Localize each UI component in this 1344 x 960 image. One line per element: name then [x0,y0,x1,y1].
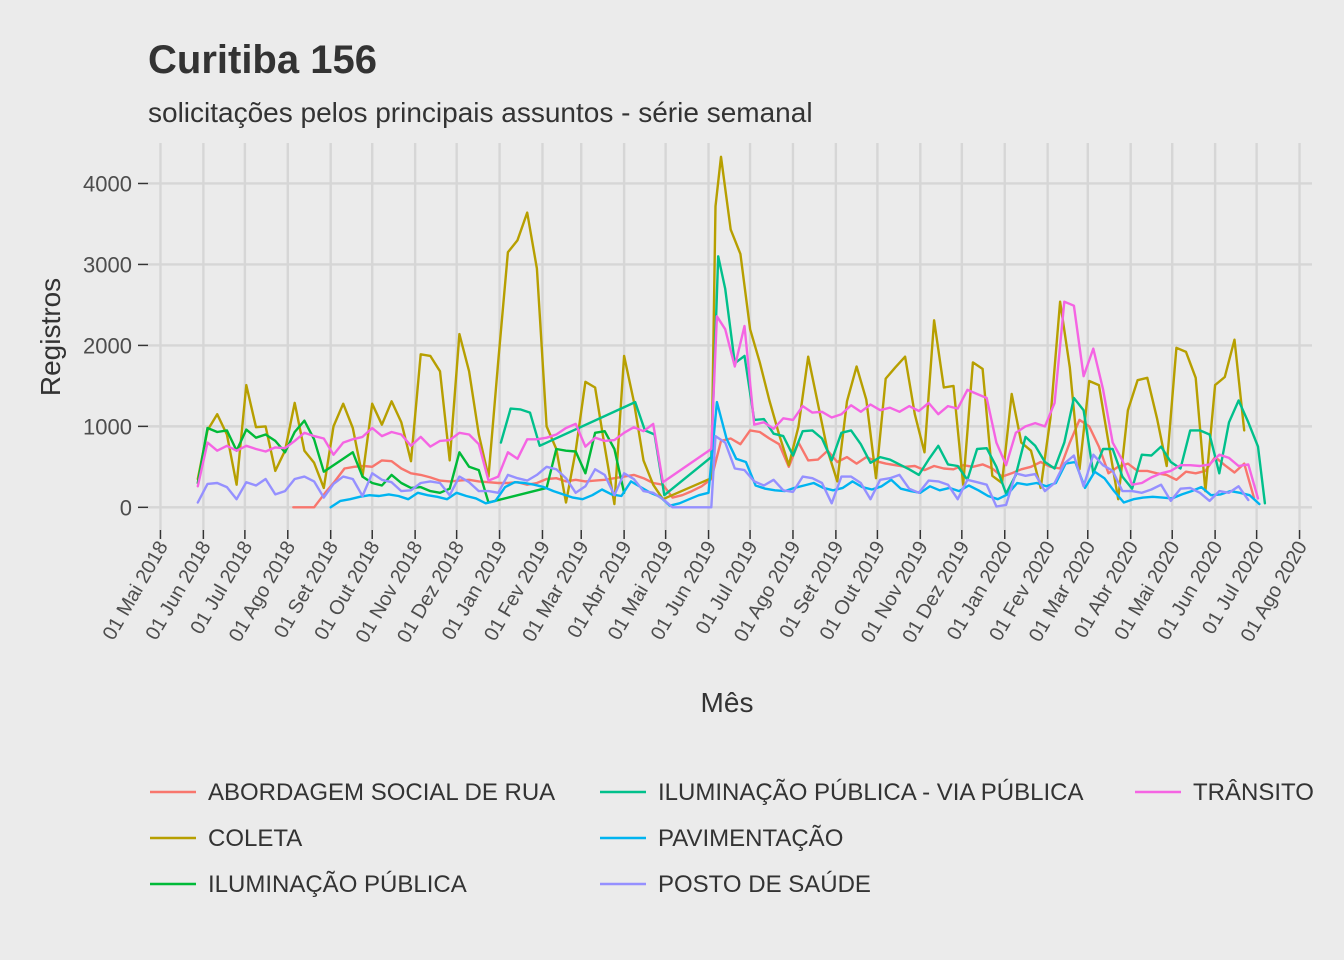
legend-item: ILUMINAÇÃO PÚBLICA - VIA PÚBLICA [600,779,1083,806]
legend-label: ABORDAGEM SOCIAL DE RUA [208,779,555,806]
legend-label: TRÂNSITO [1193,779,1314,806]
legend-label: ILUMINAÇÃO PÚBLICA [208,871,467,898]
legend-label: COLETA [208,825,302,852]
legend-item: COLETA [150,825,302,852]
chart-subtitle: solicitações pelos principais assuntos -… [148,97,813,128]
legend-label: ILUMINAÇÃO PÚBLICA - VIA PÚBLICA [658,779,1083,806]
y-tick-label: 3000 [83,252,132,277]
legend-item: TRÂNSITO [1135,779,1314,806]
y-tick-label: 0 [120,495,132,520]
series-line [499,255,1267,505]
y-tick-label: 4000 [83,171,132,196]
y-axis-label: Registros [35,278,66,396]
series-line [196,155,1246,506]
series-line [196,300,1260,500]
y-tick-label: 2000 [83,333,132,358]
legend-label: PAVIMENTAÇÃO [658,825,843,852]
x-axis-label: Mês [701,687,754,718]
legend-item: ABORDAGEM SOCIAL DE RUA [150,779,555,806]
series-layer [196,155,1267,509]
series-line [196,434,1250,509]
legend-item: PAVIMENTAÇÃO [600,825,843,852]
y-tick-label: 1000 [83,414,132,439]
legend-label: POSTO DE SAÚDE [658,871,871,898]
y-axis: 0 1000 2000 3000 4000 [83,171,148,520]
chart-title: Curitiba 156 [148,38,377,82]
legend-item: ILUMINAÇÃO PÚBLICA [150,871,467,898]
legend: ABORDAGEM SOCIAL DE RUA COLETA ILUMINAÇÃO … [150,779,1314,898]
series-line [292,418,1256,509]
legend-item: POSTO DE SAÚDE [600,871,871,898]
